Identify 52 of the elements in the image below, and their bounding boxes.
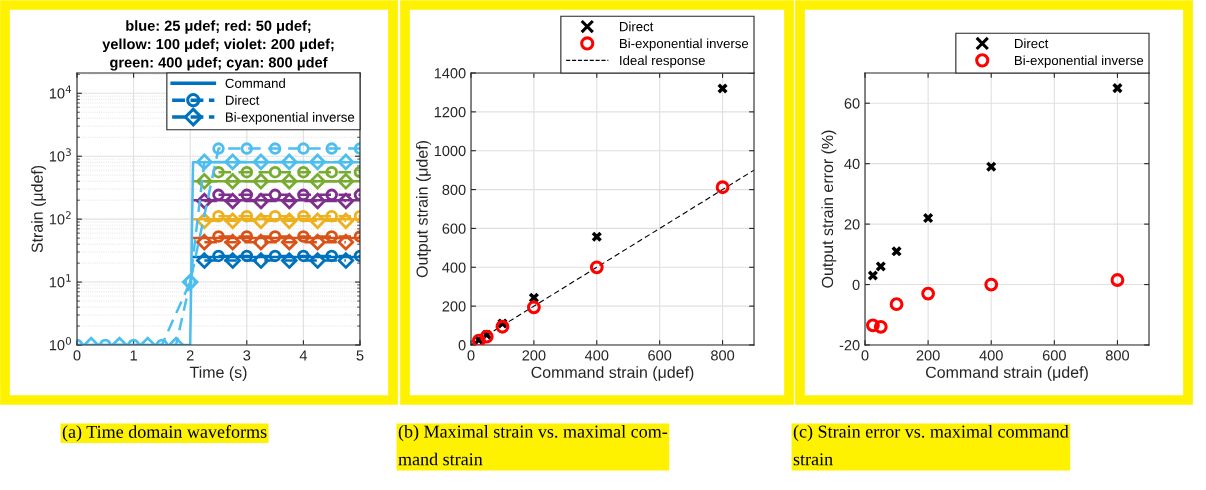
y-tick-label: 10$^{1}$	[49, 274, 71, 288]
x-tick-label: 600	[648, 350, 672, 361]
legend-label: Bi-exponential inverse	[1014, 55, 1144, 68]
x-axis-title: Time (s)	[189, 366, 247, 382]
legend-label: Bi-exponential inverse	[619, 38, 749, 51]
legend-label: Command	[225, 78, 285, 88]
legend-label: Ideal response	[620, 55, 705, 68]
x-tick-label: 2	[186, 350, 194, 361]
y-tick-label: 1000	[434, 145, 466, 157]
x-tick-label: 600	[1042, 350, 1066, 361]
x-tick-label: 4	[299, 350, 308, 361]
y-tick-label: 1200	[434, 106, 466, 118]
y-tick-label: 20	[844, 219, 860, 230]
x-tick-label: 0	[467, 350, 475, 361]
y-tick-label: 40	[844, 158, 860, 170]
y-tick-label: 600	[442, 223, 466, 234]
x-tick-label: 1	[130, 350, 137, 361]
x-tick-label: 800	[1105, 350, 1130, 361]
x-tick-label: 200	[916, 350, 940, 361]
x-tick-label: 800	[711, 350, 735, 361]
y-axis-title: Strain (μdef)	[31, 165, 47, 253]
y-axis-title: Output strain error (%)	[821, 130, 837, 288]
x-axis-title: Command strain (μdef)	[531, 366, 694, 382]
x-tick-label: 0	[861, 350, 869, 361]
text: (c) Strain error vs. maximal command strain	[793, 425, 1069, 466]
y-tick-label: 800	[442, 184, 466, 195]
text: (b) Maximal strain vs. maximal com- mand strain	[398, 425, 668, 466]
chart-title: blue: 25 μdef; red: 50 μdef; yellow: 100 μdef; violet: 200 μdef; green: 400 μdef; cyan: 800 μdef	[102, 20, 334, 71]
x-tick-label: 0	[73, 350, 81, 361]
y-tick-label: -20	[839, 340, 860, 351]
legend-label: Direct	[619, 21, 654, 32]
y-axis-title: Output strain (μdef)	[416, 141, 431, 278]
text: (a) Time domain waveforms	[62, 425, 267, 442]
y-tick-label: 10$^{0}$	[49, 337, 71, 351]
y-tick-label: 200	[442, 301, 466, 312]
x-tick-label: 200	[522, 350, 546, 361]
legend-label: Bi-exponential inverse	[225, 112, 355, 125]
y-tick-label: 1400	[434, 68, 466, 79]
x-tick-label: 3	[243, 350, 251, 361]
legend-label: Direct	[1014, 38, 1049, 49]
y-tick-label: 0	[458, 340, 466, 351]
y-tick-label: 10$^{4}$	[49, 85, 72, 99]
x-tick-label: 400	[584, 350, 609, 361]
y-tick-label: 400	[442, 262, 466, 273]
x-axis-title: Command strain (μdef)	[925, 366, 1088, 382]
x-tick-label: 400	[979, 350, 1003, 361]
legend-label: Direct	[225, 95, 260, 105]
y-tick-label: 0	[852, 279, 860, 290]
y-tick-label: 10$^{2}$	[49, 211, 71, 225]
x-tick-label: 5	[356, 350, 364, 361]
y-tick-label: 60	[844, 98, 860, 109]
y-tick-label: 10$^{3}$	[49, 148, 71, 162]
